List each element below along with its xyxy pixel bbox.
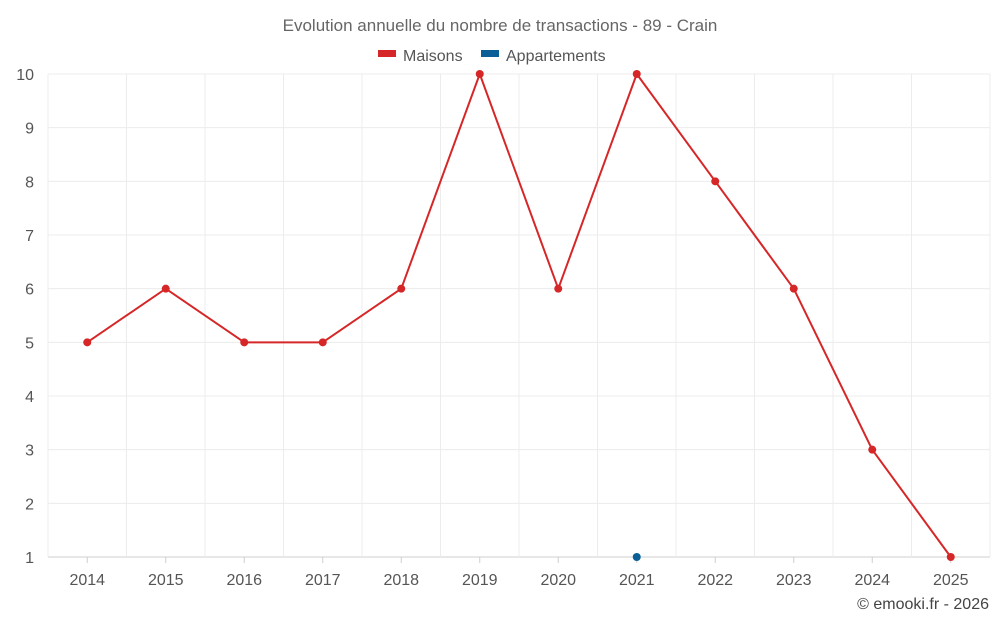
- data-point-maisons[interactable]: [868, 445, 877, 454]
- legend: Maisons Appartements: [378, 48, 606, 65]
- y-tick-label: 7: [25, 228, 34, 245]
- data-point-maisons[interactable]: [240, 338, 249, 347]
- data-point-maisons[interactable]: [161, 284, 170, 293]
- x-tick-label: 2017: [305, 572, 341, 589]
- x-tick-label: 2022: [697, 572, 733, 589]
- data-point-appartements[interactable]: [632, 553, 641, 561]
- x-tick-label: 2015: [148, 572, 184, 589]
- legend-swatch-appartements: [481, 50, 499, 57]
- legend-swatch-maisons: [378, 50, 396, 57]
- data-point-maisons[interactable]: [554, 284, 563, 293]
- x-tick-label: 2021: [619, 572, 655, 589]
- data-point-maisons[interactable]: [397, 284, 406, 293]
- x-tick-label: 2016: [226, 572, 262, 589]
- y-tick-label: 9: [25, 121, 34, 138]
- x-tick-label: 2018: [383, 572, 419, 589]
- y-tick-label: 4: [25, 389, 34, 406]
- legend-label-appartements[interactable]: Appartements: [506, 48, 606, 65]
- y-tick-label: 3: [25, 443, 34, 460]
- x-tick-label: 2023: [776, 572, 812, 589]
- legend-label-maisons[interactable]: Maisons: [403, 48, 463, 65]
- y-tick-label: 8: [25, 174, 34, 191]
- series-line-maisons: [86, 73, 952, 558]
- x-axis-ticks: 2014 2015 2016 2017 2018 2019 2020 2021 2022 2023…: [69, 557, 969, 589]
- y-tick-label: 1: [25, 550, 34, 567]
- data-point-maisons[interactable]: [946, 553, 955, 561]
- chart-title: Evolution annuelle du nombre de transact…: [283, 16, 718, 35]
- data-point-maisons[interactable]: [318, 338, 327, 347]
- x-tick-label: 2025: [933, 572, 969, 589]
- x-tick-label: 2020: [540, 572, 576, 589]
- data-point-maisons[interactable]: [632, 70, 641, 78]
- y-tick-label: 10: [16, 67, 34, 84]
- grid: [47, 73, 991, 558]
- data-point-maisons[interactable]: [83, 338, 92, 347]
- data-point-maisons[interactable]: [711, 177, 720, 186]
- data-point-maisons[interactable]: [475, 70, 484, 78]
- series-layer: [83, 70, 955, 561]
- y-tick-label: 2: [25, 496, 34, 513]
- y-axis-ticks: 1 2 3 4 5 6 7 8 9 10: [16, 67, 34, 567]
- y-tick-label: 5: [25, 335, 34, 352]
- x-tick-label: 2024: [854, 572, 890, 589]
- x-tick-label: 2019: [462, 572, 498, 589]
- y-tick-label: 6: [25, 282, 34, 299]
- data-point-maisons[interactable]: [789, 284, 798, 293]
- x-tick-label: 2014: [69, 572, 105, 589]
- credit-text: © emooki.fr - 2026: [857, 596, 989, 613]
